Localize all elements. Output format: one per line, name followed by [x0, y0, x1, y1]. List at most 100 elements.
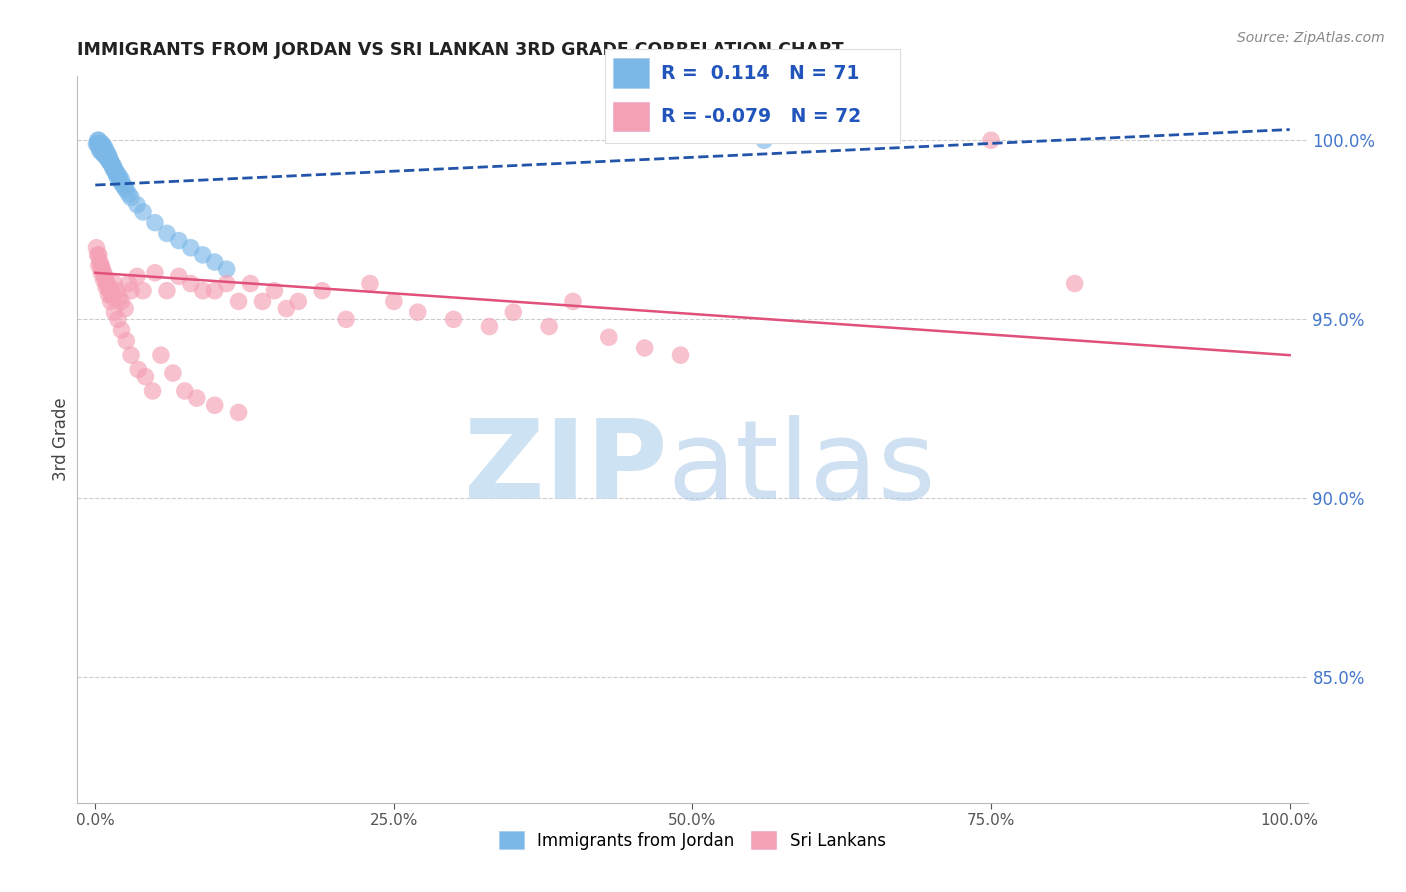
Point — [114, 179, 136, 194]
Point — [86, 133, 108, 147]
Bar — [613, 102, 650, 131]
Point — [110, 176, 132, 190]
Point — [98, 284, 121, 298]
Point — [134, 369, 156, 384]
Point — [97, 151, 120, 165]
Point — [94, 144, 117, 158]
Point — [143, 216, 166, 230]
Point — [110, 294, 132, 309]
Point — [91, 144, 114, 158]
Point — [406, 305, 429, 319]
Point — [114, 301, 136, 316]
Point — [94, 147, 117, 161]
Point — [105, 284, 128, 298]
Point — [186, 391, 208, 405]
Point — [89, 140, 111, 154]
Point — [93, 147, 115, 161]
Point — [90, 259, 112, 273]
Point — [87, 133, 110, 147]
Point — [125, 198, 148, 212]
Point — [86, 248, 108, 262]
Point — [752, 133, 775, 147]
Point — [94, 273, 117, 287]
Point — [252, 294, 274, 309]
Point — [115, 183, 138, 197]
Point — [173, 384, 195, 398]
Point — [120, 284, 142, 298]
Point — [90, 144, 112, 158]
Point — [311, 284, 333, 298]
Point — [86, 136, 108, 151]
Point — [634, 341, 657, 355]
Point — [94, 269, 117, 284]
Point — [89, 255, 111, 269]
Point — [105, 169, 128, 183]
Point — [97, 280, 120, 294]
Point — [97, 287, 120, 301]
Point — [142, 384, 165, 398]
Text: atlas: atlas — [668, 415, 936, 522]
Point — [90, 140, 112, 154]
Point — [94, 280, 117, 294]
Point — [562, 294, 585, 309]
Point — [101, 291, 124, 305]
Point — [156, 284, 179, 298]
Point — [239, 277, 262, 291]
Point — [90, 266, 112, 280]
Point — [89, 144, 111, 158]
Legend: Immigrants from Jordan, Sri Lankans: Immigrants from Jordan, Sri Lankans — [492, 825, 893, 856]
Point — [478, 319, 501, 334]
Point — [101, 158, 124, 172]
Point — [1063, 277, 1085, 291]
Point — [100, 294, 122, 309]
Point — [167, 269, 190, 284]
Point — [101, 287, 124, 301]
Point — [94, 140, 117, 154]
Point — [191, 284, 214, 298]
Point — [110, 172, 132, 186]
Point — [94, 147, 117, 161]
Point — [107, 312, 129, 326]
Point — [120, 191, 142, 205]
Point — [127, 362, 149, 376]
Point — [110, 323, 132, 337]
Point — [100, 154, 122, 169]
Point — [108, 291, 131, 305]
Point — [132, 205, 155, 219]
Point — [91, 136, 114, 151]
Point — [105, 165, 128, 179]
Point — [103, 277, 125, 291]
Point — [91, 140, 114, 154]
Point — [93, 273, 115, 287]
Point — [87, 248, 110, 262]
Point — [215, 277, 238, 291]
Point — [335, 312, 357, 326]
Point — [162, 366, 184, 380]
Point — [89, 140, 111, 154]
Point — [276, 301, 298, 316]
Point — [93, 144, 115, 158]
Point — [96, 147, 118, 161]
Point — [101, 158, 124, 172]
Point — [443, 312, 465, 326]
Y-axis label: 3rd Grade: 3rd Grade — [52, 398, 70, 481]
Point — [167, 234, 190, 248]
Point — [96, 151, 118, 165]
Point — [89, 136, 111, 151]
Point — [101, 161, 124, 176]
Point — [96, 151, 118, 165]
Point — [86, 241, 108, 255]
Point — [215, 262, 238, 277]
Point — [87, 140, 110, 154]
Point — [97, 151, 120, 165]
Point — [669, 348, 692, 362]
Text: IMMIGRANTS FROM JORDAN VS SRI LANKAN 3RD GRADE CORRELATION CHART: IMMIGRANTS FROM JORDAN VS SRI LANKAN 3RD… — [77, 41, 844, 59]
Text: R = -0.079   N = 72: R = -0.079 N = 72 — [661, 107, 860, 126]
Point — [103, 161, 125, 176]
Point — [97, 147, 120, 161]
Point — [91, 262, 114, 277]
Point — [132, 284, 155, 298]
Point — [94, 147, 117, 161]
Point — [204, 255, 226, 269]
Point — [93, 266, 115, 280]
